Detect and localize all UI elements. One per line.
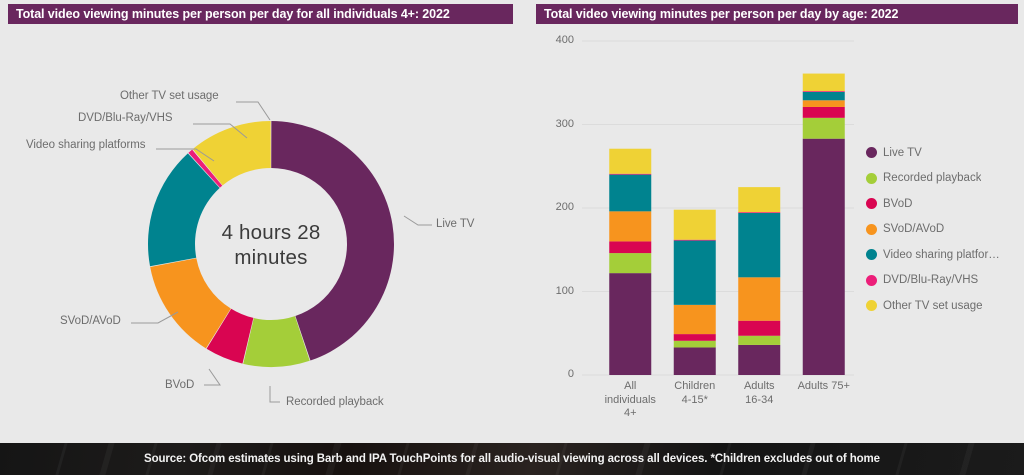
bar-segment xyxy=(802,117,845,139)
legend-label: SVoD/AVoD xyxy=(883,223,945,236)
donut-slice xyxy=(188,149,223,188)
donut-center-label: 4 hours 28 minutes xyxy=(191,220,351,270)
donut-center-line-2: minutes xyxy=(234,246,308,269)
donut-slice xyxy=(150,258,231,349)
bar-segment xyxy=(673,347,716,375)
x-axis-label-line: individuals xyxy=(604,393,656,406)
source-note: Source: Ofcom estimates using Barb and I… xyxy=(144,453,880,465)
donut-slices xyxy=(148,121,394,368)
legend-swatch-icon xyxy=(866,147,877,159)
legend-swatch-icon xyxy=(866,300,877,312)
bar-groups xyxy=(609,73,845,375)
x-axis-label-line: Adults xyxy=(743,380,775,392)
legend-swatch-icon xyxy=(866,249,877,261)
legend-item[interactable]: Video sharing platfor… xyxy=(866,242,1018,268)
bar-segment xyxy=(673,209,716,240)
donut-label-video-sharing-platforms: Video sharing platforms xyxy=(26,139,146,151)
bar-segment xyxy=(802,73,845,92)
donut-label-bvod: BVoD xyxy=(165,379,195,391)
donut-center-line-1: 4 hours 28 xyxy=(221,221,321,244)
y-axis-tick-label: 0 xyxy=(567,368,574,380)
legend-label: DVD/Blu-Ray/VHS xyxy=(883,274,979,287)
x-axis-label-line: All xyxy=(624,380,637,392)
y-axis-tick-label: 200 xyxy=(555,201,574,213)
bar-segment xyxy=(738,212,781,214)
donut-label-dvd-blu-ray-vhs: DVD/Blu-Ray/VHS xyxy=(78,112,173,124)
x-axis-label-line: 4-15* xyxy=(681,393,708,406)
x-axis-label-line: 16-34 xyxy=(745,393,774,406)
bar-segment xyxy=(738,320,781,336)
bar-segment xyxy=(802,106,845,118)
legend-swatch-icon xyxy=(866,274,877,286)
donut-leader-lines xyxy=(131,101,432,403)
donut-chart-panel: 4 hours 28 minutes Other TV set usage DV… xyxy=(8,28,520,428)
legend-item[interactable]: BVoD xyxy=(866,191,1018,217)
x-axis-label: Adults 75+ xyxy=(781,380,867,394)
bar-segment xyxy=(802,138,845,375)
legend-label: Recorded playback xyxy=(883,172,982,185)
right-panel-title: Total video viewing minutes per person p… xyxy=(536,4,1018,24)
donut-slice xyxy=(148,153,220,267)
bar-segment xyxy=(738,335,781,345)
legend-item[interactable]: DVD/Blu-Ray/VHS xyxy=(866,268,1018,294)
legend-swatch-icon xyxy=(866,198,877,210)
stacked-bar-chart-svg xyxy=(582,40,854,376)
bar-segment xyxy=(673,240,716,305)
legend-label: Live TV xyxy=(883,146,922,159)
bar-segment xyxy=(673,304,716,335)
legend-label: Video sharing platfor… xyxy=(883,248,1000,261)
bar-segment xyxy=(802,91,845,101)
donut-slice xyxy=(243,316,310,368)
bar-segment xyxy=(609,174,652,212)
donut-slice xyxy=(271,121,394,361)
y-axis-tick-label: 100 xyxy=(555,284,574,297)
legend-item[interactable]: Other TV set usage xyxy=(866,293,1018,319)
bar-segment xyxy=(673,334,716,341)
donut-label-recorded-playback: Recorded playback xyxy=(286,396,384,408)
bar-segment xyxy=(609,148,652,174)
stacked-bar-chart-panel: 0 100 200 300 400 All individuals 4+ Children 4-… xyxy=(536,28,1018,428)
footer-bar: Source: Ofcom estimates using Barb and I… xyxy=(0,443,1024,475)
legend-swatch-icon xyxy=(866,172,877,184)
x-axis-label: Adults 16-34 xyxy=(716,380,802,407)
bar-segment xyxy=(738,344,781,375)
y-axis-tick-label: 400 xyxy=(555,34,574,46)
x-axis-label-line: 4+ xyxy=(623,407,637,419)
bar-segment xyxy=(673,340,716,348)
legend-item[interactable]: Live TV xyxy=(866,140,1018,166)
legend-item[interactable]: Recorded playback xyxy=(866,166,1018,192)
donut-slice xyxy=(192,121,271,186)
bar-segment xyxy=(673,239,716,241)
left-panel-title: Total video viewing minutes per person p… xyxy=(8,4,513,24)
bar-segment xyxy=(609,241,652,254)
bar-segment xyxy=(738,187,781,213)
legend-item[interactable]: SVoD/AVoD xyxy=(866,217,1018,243)
bar-segment xyxy=(802,100,845,107)
x-axis-label-line: Adults 75+ xyxy=(797,380,850,392)
bar-segment xyxy=(738,213,781,278)
donut-slice xyxy=(206,308,254,364)
bar-segment xyxy=(738,277,781,321)
donut-chart-svg xyxy=(131,101,432,403)
x-axis-label: Children 4-15* xyxy=(652,380,738,407)
bar-segment xyxy=(609,173,652,175)
y-axis-tick-label: 300 xyxy=(555,117,574,130)
bar-segment xyxy=(609,253,652,274)
donut-label-other-tv-set-usage: Other TV set usage xyxy=(120,90,219,102)
x-axis-label-line: Children xyxy=(674,380,716,392)
donut-label-live-tv: Live TV xyxy=(436,218,475,230)
bar-segment xyxy=(609,211,652,242)
legend-label: BVoD xyxy=(883,197,913,210)
bar-segment xyxy=(802,91,845,92)
legend-label: Other TV set usage xyxy=(883,299,983,312)
legend-swatch-icon xyxy=(866,223,877,235)
bar-segment xyxy=(609,273,652,375)
x-axis-label: All individuals 4+ xyxy=(587,380,673,421)
legend: Live TV Recorded playback BVoD SVoD/AVoD Vid… xyxy=(866,140,1018,319)
donut-label-svod-avod: SVoD/AVoD xyxy=(60,315,121,327)
